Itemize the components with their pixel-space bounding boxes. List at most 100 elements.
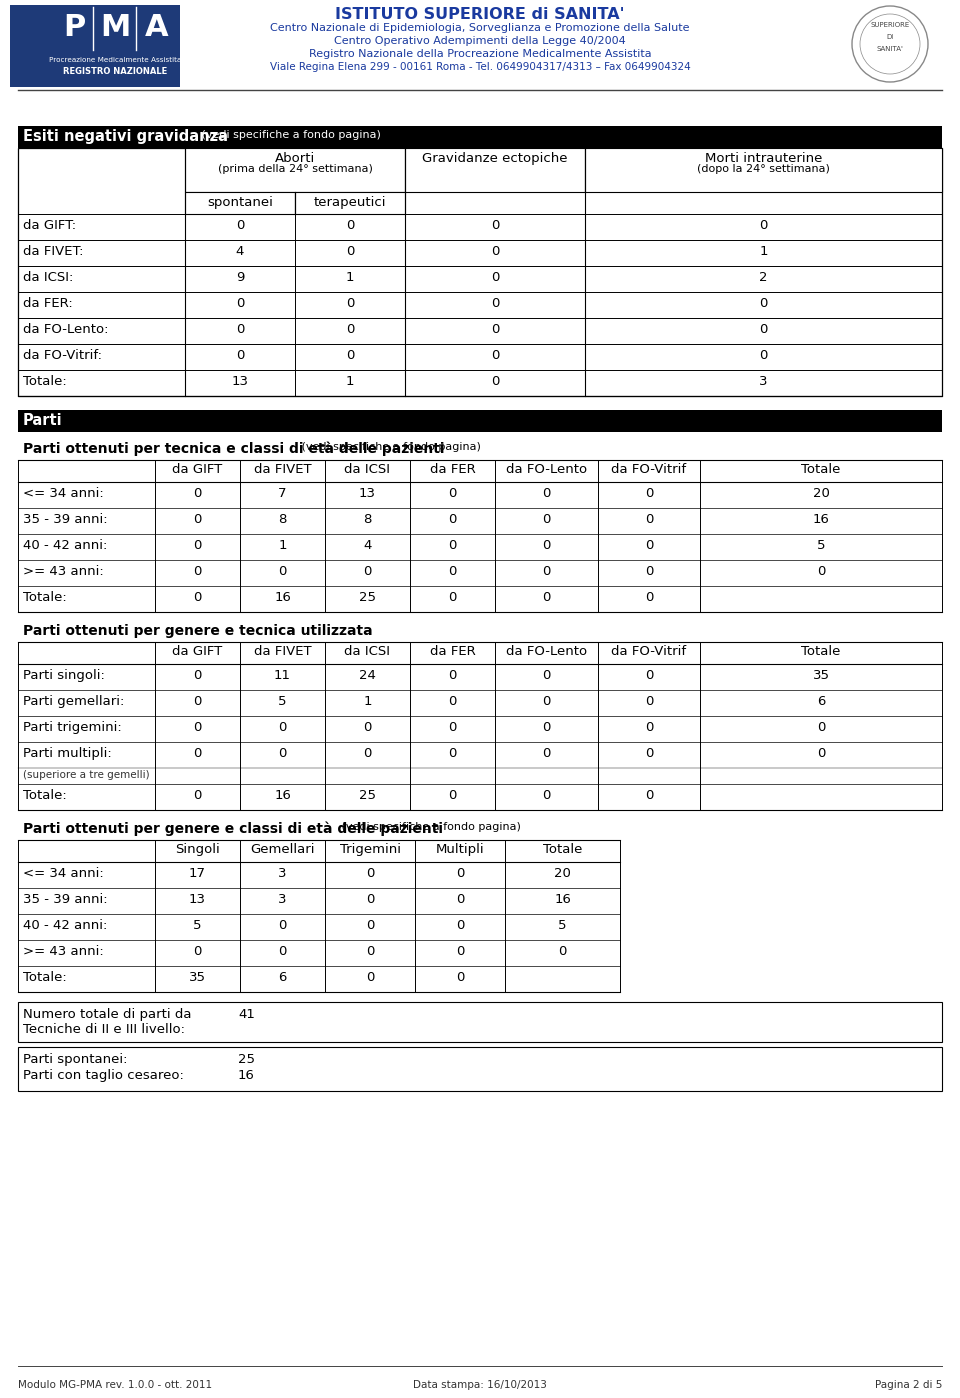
Text: 0: 0	[759, 219, 768, 232]
Text: 0: 0	[193, 513, 202, 526]
Text: 0: 0	[491, 350, 499, 362]
Text: (prima della 24° settimana): (prima della 24° settimana)	[218, 164, 372, 173]
Bar	[585, 148, 942, 192]
Text: da FER: da FER	[430, 463, 475, 475]
Text: da GIFT: da GIFT	[173, 463, 223, 475]
Text: 24: 24	[359, 670, 376, 682]
Text: 0: 0	[448, 788, 457, 802]
Text: da FO-Vitrif:: da FO-Vitrif:	[23, 350, 102, 362]
Text: >= 43 anni:: >= 43 anni:	[23, 945, 104, 958]
Text: 0: 0	[448, 540, 457, 552]
Text: 0: 0	[448, 487, 457, 500]
Text: Modulo MG-PMA rev. 1.0.0 - ott. 2011: Modulo MG-PMA rev. 1.0.0 - ott. 2011	[18, 1380, 212, 1390]
Text: da FIVET:: da FIVET:	[23, 245, 84, 259]
Text: 0: 0	[236, 219, 244, 232]
Text: 0: 0	[346, 350, 354, 362]
Text: Morti intrauterine: Morti intrauterine	[705, 152, 822, 165]
Text: 8: 8	[363, 513, 372, 526]
Text: REGISTRO NAZIONALE: REGISTRO NAZIONALE	[63, 67, 168, 75]
Text: Aborti: Aborti	[275, 152, 315, 165]
Text: <= 34 anni:: <= 34 anni:	[23, 867, 104, 879]
Text: 20: 20	[554, 867, 571, 879]
Text: 13: 13	[231, 375, 249, 389]
Text: da ICSI:: da ICSI:	[23, 271, 73, 284]
Text: 13: 13	[189, 893, 206, 906]
Text: da FIVET: da FIVET	[253, 644, 311, 658]
Text: 0: 0	[363, 565, 372, 577]
Text: 0: 0	[278, 945, 287, 958]
Text: Totale: Totale	[542, 843, 582, 856]
Text: terapeutici: terapeutici	[314, 196, 386, 208]
Text: 0: 0	[236, 296, 244, 310]
Text: 13: 13	[359, 487, 376, 500]
Text: 0: 0	[817, 565, 826, 577]
Text: 1: 1	[278, 540, 287, 552]
Text: 0: 0	[456, 945, 465, 958]
Text: Gravidanze ectopiche: Gravidanze ectopiche	[422, 152, 567, 165]
Text: (dopo la 24° settimana): (dopo la 24° settimana)	[697, 164, 830, 173]
Text: 35: 35	[189, 972, 206, 984]
Text: 1: 1	[346, 375, 354, 389]
Text: 6: 6	[817, 695, 826, 707]
Text: 5: 5	[817, 540, 826, 552]
Text: 11: 11	[274, 670, 291, 682]
Text: 0: 0	[645, 670, 653, 682]
Text: 0: 0	[366, 945, 374, 958]
Text: 0: 0	[491, 271, 499, 284]
Text: 0: 0	[448, 513, 457, 526]
Text: 0: 0	[542, 721, 551, 734]
Text: (vedi specifiche a fondo pagina): (vedi specifiche a fondo pagina)	[298, 442, 481, 452]
Bar	[10, 6, 180, 87]
Text: Totale:: Totale:	[23, 375, 67, 389]
Text: Esiti negativi gravidanza: Esiti negativi gravidanza	[23, 129, 228, 144]
Text: 17: 17	[189, 867, 206, 879]
Text: 35: 35	[812, 670, 829, 682]
Text: 0: 0	[542, 747, 551, 761]
Text: 0: 0	[193, 670, 202, 682]
Text: 0: 0	[193, 487, 202, 500]
Text: da FO-Lento: da FO-Lento	[506, 644, 588, 658]
Text: Procreazione Medicalmente Assistita: Procreazione Medicalmente Assistita	[49, 57, 181, 63]
Text: 3: 3	[759, 375, 768, 389]
Text: Tecniche di II e III livello:: Tecniche di II e III livello:	[23, 1023, 185, 1036]
Text: 0: 0	[346, 296, 354, 310]
Text: 0: 0	[645, 565, 653, 577]
Text: 0: 0	[645, 540, 653, 552]
Text: da ICSI: da ICSI	[345, 644, 391, 658]
Text: 0: 0	[759, 323, 768, 336]
Text: Totale:: Totale:	[23, 591, 67, 604]
Text: 16: 16	[554, 893, 571, 906]
Text: 5: 5	[278, 695, 287, 707]
Text: 0: 0	[193, 747, 202, 761]
Text: Numero totale di parti da: Numero totale di parti da	[23, 1008, 191, 1021]
Text: 0: 0	[236, 350, 244, 362]
Text: 1: 1	[759, 245, 768, 259]
Text: 0: 0	[278, 918, 287, 932]
Text: 4: 4	[363, 540, 372, 552]
Text: 0: 0	[645, 788, 653, 802]
Text: 0: 0	[491, 219, 499, 232]
Text: Parti ottenuti per tecnica e classi di età delle pazienti: Parti ottenuti per tecnica e classi di e…	[23, 442, 444, 457]
Text: Trigemini: Trigemini	[340, 843, 400, 856]
Text: 0: 0	[645, 747, 653, 761]
Text: Parti ottenuti per genere e classi di età delle pazienti: Parti ottenuti per genere e classi di et…	[23, 822, 443, 836]
Text: Parti gemellari:: Parti gemellari:	[23, 695, 125, 707]
Text: Parti: Parti	[23, 412, 62, 428]
Text: 0: 0	[448, 565, 457, 577]
Text: Totale: Totale	[802, 463, 841, 475]
Text: 0: 0	[448, 747, 457, 761]
Text: ISTITUTO SUPERIORE di SANITA': ISTITUTO SUPERIORE di SANITA'	[335, 7, 625, 22]
Text: Data stampa: 16/10/2013: Data stampa: 16/10/2013	[413, 1380, 547, 1390]
Text: 0: 0	[456, 972, 465, 984]
Text: (superiore a tre gemelli): (superiore a tre gemelli)	[23, 770, 150, 780]
Bar	[405, 148, 585, 192]
Text: Totale: Totale	[802, 644, 841, 658]
Text: 16: 16	[812, 513, 829, 526]
Text: 0: 0	[491, 245, 499, 259]
Text: 0: 0	[448, 591, 457, 604]
Text: Parti ottenuti per genere e tecnica utilizzata: Parti ottenuti per genere e tecnica util…	[23, 624, 372, 637]
Text: 0: 0	[278, 565, 287, 577]
Text: 5: 5	[559, 918, 566, 932]
Text: da FER: da FER	[430, 644, 475, 658]
Bar	[185, 148, 405, 192]
